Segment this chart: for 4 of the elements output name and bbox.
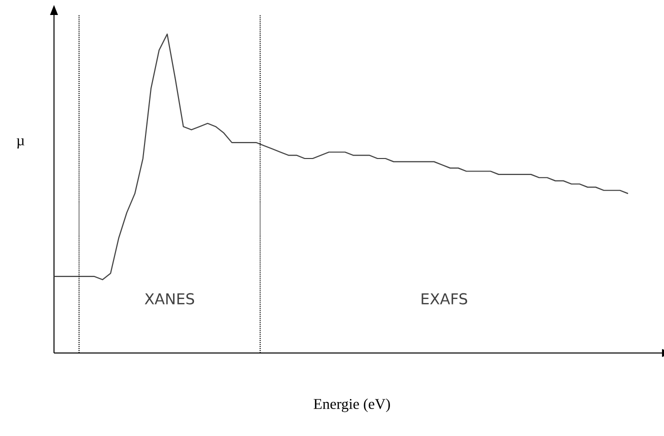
annotation: XANES [144, 293, 194, 304]
annotation: EXAFS [422, 293, 468, 304]
y-axis-title: µ [16, 138, 24, 148]
x-axis-title: Energie (eV) [314, 398, 390, 412]
